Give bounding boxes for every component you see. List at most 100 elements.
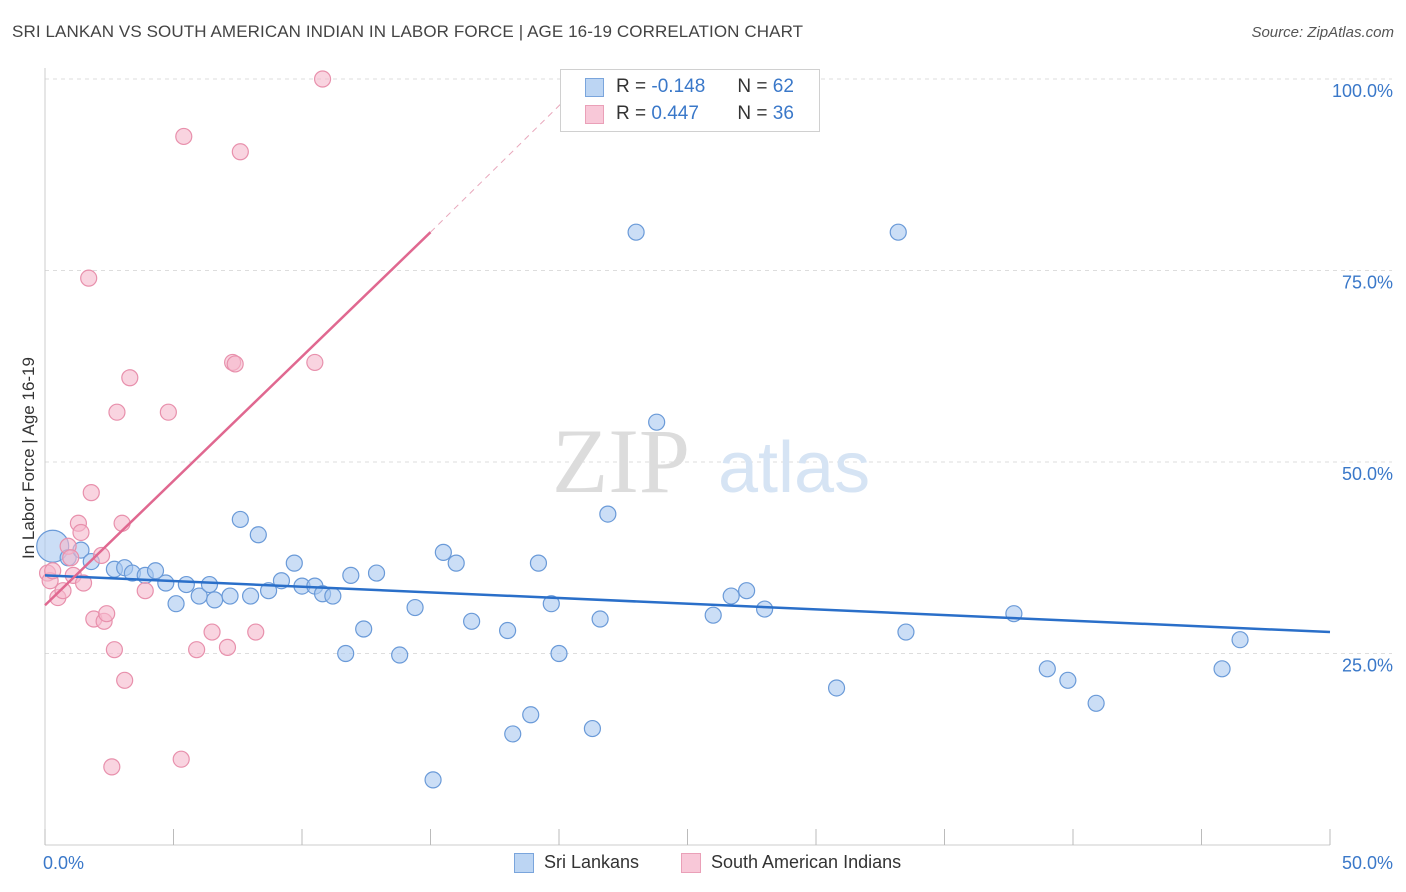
sri-lankan-point: [337, 644, 355, 663]
sri-lankan-point: [704, 606, 722, 624]
trend-layer: [44, 97, 1331, 634]
legend-swatch-blue: [585, 77, 604, 97]
sri-lankan-point: [827, 679, 846, 697]
south-american-indian-point: [82, 484, 100, 502]
legend-n-value: 62: [772, 76, 794, 97]
legend-row-south-american-indians: R = 0.447 N = 36: [585, 102, 794, 126]
south-american-indian-point: [218, 638, 237, 656]
south-american-indian-point: [247, 623, 265, 641]
series-legend: Sri Lankans South American Indians: [0, 852, 1406, 876]
south-american-indian-point: [172, 750, 190, 768]
sri-lankan-point: [391, 646, 409, 664]
sri-lankan-point: [406, 598, 424, 617]
series-swatch-blue: [514, 852, 534, 873]
south-american-indian-point: [72, 523, 90, 542]
sri-lankan-point: [242, 587, 260, 605]
series-swatch-pink: [681, 852, 701, 873]
south-american-indian-point: [175, 127, 193, 146]
south-american-indian-point: [116, 671, 134, 689]
sri-lankan-point: [1231, 631, 1249, 649]
south-american-indian-point: [226, 355, 244, 373]
series-label: South American Indians: [711, 852, 902, 872]
watermark-zip: ZIP: [552, 410, 690, 512]
sri-lankan-point: [424, 771, 442, 789]
south-american-indian-point: [159, 403, 177, 421]
sri-lankan-point: [167, 595, 185, 613]
sri-lankan-point: [324, 587, 342, 605]
sri-lankan-point: [591, 610, 609, 628]
sri-lankan-point: [504, 725, 522, 743]
south-american-indian-point: [62, 549, 80, 567]
south-american-indian-point: [98, 605, 116, 623]
south-american-indian-point: [103, 758, 121, 776]
legend-r-label: R =: [616, 76, 647, 97]
south-american-indian-trend-extension: [430, 97, 568, 233]
sri-lankan-point: [231, 510, 249, 529]
sri-lankan-point: [627, 223, 645, 241]
chart-title: SRI LANKAN VS SOUTH AMERICAN INDIAN IN L…: [12, 22, 804, 41]
sri-lankan-point: [529, 554, 548, 572]
sri-lankan-point: [1038, 660, 1056, 678]
south-american-indian-point: [80, 269, 98, 287]
sri-lankan-point: [249, 526, 267, 544]
south-american-indian-point: [113, 514, 131, 532]
x-tick-label: 0.0%: [43, 853, 84, 873]
south-american-indian-trendline: [44, 231, 432, 607]
grid-layer: [45, 78, 1392, 654]
sri-lankan-point: [342, 566, 360, 584]
points-layer: [36, 70, 1249, 789]
sri-lankan-point: [550, 644, 568, 663]
sri-lankan-point: [221, 587, 239, 605]
sri-lankan-point: [542, 595, 560, 613]
legend-n-label: N =: [737, 103, 768, 124]
sri-lankan-trendline: [44, 574, 1331, 634]
y-tick-label: 75.0%: [1342, 273, 1393, 293]
sri-lankan-point: [583, 719, 602, 738]
sri-lankan-point: [648, 413, 666, 431]
y-tick-label: 50.0%: [1342, 464, 1393, 484]
sri-lankan-point: [146, 562, 165, 580]
series-legend-south-american-indians: South American Indians: [681, 852, 901, 873]
sri-lankan-point: [738, 582, 756, 600]
sri-lankan-point: [499, 621, 517, 640]
tick-labels: 25.0% 50.0% 75.0% 100.0% 0.0% 50.0%: [43, 81, 1393, 873]
sri-lankan-point: [522, 706, 540, 724]
legend-r-label: R =: [616, 103, 647, 124]
sri-lankan-point: [200, 575, 219, 594]
sri-lankan-point: [447, 554, 465, 572]
sri-lankan-point: [206, 591, 224, 609]
watermark-atlas: atlas: [718, 428, 870, 508]
sri-lankan-point: [1087, 694, 1105, 712]
sri-lankan-point: [889, 223, 907, 241]
south-american-indian-point: [92, 546, 111, 565]
sri-lankan-point: [897, 623, 915, 641]
south-american-indian-point: [54, 582, 72, 600]
legend-row-sri-lankans: R = -0.148 N = 62: [585, 75, 794, 99]
sri-lankan-point: [285, 554, 303, 572]
legend-swatch-pink: [585, 104, 604, 124]
sri-lankan-point: [434, 543, 452, 561]
sri-lankan-point: [722, 587, 740, 605]
south-american-indian-point: [108, 403, 126, 421]
correlation-legend: R = -0.148 N = 62 R = 0.447 N = 36: [560, 69, 820, 132]
series-legend-sri-lankans: Sri Lankans: [514, 852, 639, 873]
south-american-indian-point: [203, 623, 221, 641]
legend-r-value: -0.148: [651, 76, 706, 97]
south-american-indian-point: [121, 369, 139, 387]
sri-lankan-point: [259, 582, 278, 600]
sri-lankan-point: [1213, 660, 1231, 678]
south-american-indian-point: [306, 353, 324, 372]
sri-lankan-point: [1059, 671, 1077, 689]
sri-lankan-point: [599, 505, 617, 523]
sri-lankan-point: [355, 620, 373, 638]
sri-lankan-point: [177, 575, 195, 594]
south-american-indian-point: [105, 641, 123, 659]
series-label: Sri Lankans: [544, 852, 640, 872]
legend-n-value: 36: [772, 103, 794, 124]
sri-lankan-point: [463, 612, 481, 630]
south-american-indian-point: [231, 143, 249, 161]
sri-lankan-point: [367, 564, 386, 582]
sri-lankan-point: [157, 574, 175, 592]
x-tick-label: 50.0%: [1342, 853, 1393, 873]
